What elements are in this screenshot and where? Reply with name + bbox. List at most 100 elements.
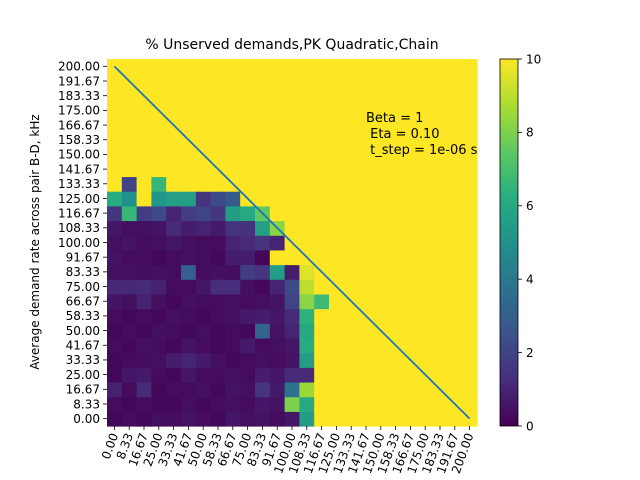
heatmap-cell (225, 88, 241, 104)
heatmap-cell (210, 279, 226, 295)
heatmap-cell (299, 323, 315, 339)
heatmap-cell (107, 161, 123, 178)
colorbar-tick-label: 8 (526, 126, 534, 140)
heatmap-cell (195, 205, 212, 222)
heatmap-cell (121, 323, 138, 339)
heatmap-cell (166, 367, 182, 383)
heatmap-cell (151, 73, 167, 89)
heatmap-cell (151, 220, 167, 236)
heatmap-cell (358, 147, 374, 163)
heatmap-cell (447, 73, 463, 89)
heatmap-cell (255, 308, 271, 324)
y-tick-label: 25.00 (66, 368, 100, 382)
heatmap-cell (136, 323, 152, 339)
heatmap-cell (151, 117, 167, 133)
heatmap-cell (403, 337, 419, 354)
heatmap-cell (151, 337, 167, 354)
heatmap-cell (210, 176, 226, 192)
heatmap-cell (373, 352, 389, 368)
heatmap-cell (432, 103, 448, 119)
heatmap-cell (284, 264, 300, 280)
heatmap-cell (151, 396, 167, 412)
heatmap-cell (136, 117, 152, 133)
heatmap-cell (343, 235, 360, 251)
heatmap-cell (269, 59, 286, 75)
heatmap-cell (343, 249, 360, 266)
heatmap-cell (299, 367, 315, 383)
heatmap-cell (358, 396, 374, 412)
heatmap-cell (195, 220, 212, 236)
heatmap-cell (225, 279, 241, 295)
heatmap-cell (447, 176, 463, 192)
heatmap-cell (417, 117, 434, 133)
heatmap-cell (284, 323, 300, 339)
heatmap-cell (462, 352, 478, 368)
heatmap-cell (136, 396, 152, 412)
heatmap-cell (240, 205, 256, 222)
y-tick-label: 33.33 (66, 353, 100, 367)
heatmap-cell (314, 147, 330, 163)
heatmap-cell (166, 59, 182, 75)
heatmap-cell (166, 352, 182, 368)
heatmap-cell (136, 279, 152, 295)
heatmap-cell (225, 323, 241, 339)
heatmap-cell (373, 176, 389, 192)
heatmap-cell (181, 235, 197, 251)
heatmap-cell (462, 161, 478, 178)
heatmap-cell (388, 235, 404, 251)
heatmap-cell (195, 103, 212, 119)
heatmap-cell (417, 396, 434, 412)
y-tick-label: 150.00 (58, 148, 100, 162)
heatmap-cell (166, 279, 182, 295)
heatmap-cell (447, 88, 463, 104)
heatmap-cell (447, 249, 463, 266)
heatmap-cell (107, 411, 123, 427)
heatmap-cell (166, 191, 182, 207)
heatmap-cell (314, 176, 330, 192)
y-tick-label: 183.33 (58, 89, 100, 103)
heatmap-cell (403, 88, 419, 104)
heatmap-cell (299, 220, 315, 236)
heatmap-cell (299, 293, 315, 310)
heatmap-cell (329, 337, 345, 354)
heatmap-cell (269, 117, 286, 133)
heatmap-cell (358, 117, 374, 133)
heatmap-cell (269, 308, 286, 324)
heatmap-cell (255, 293, 271, 310)
heatmap-cell (314, 205, 330, 222)
heatmap-cell (255, 235, 271, 251)
heatmap-cell (417, 235, 434, 251)
heatmap-cell (462, 396, 478, 412)
heatmap-cell (269, 249, 286, 266)
heatmap-cell (166, 308, 182, 324)
heatmap-cell (107, 352, 123, 368)
heatmap-cell (343, 59, 360, 75)
heatmap-cell (329, 235, 345, 251)
heatmap-cell (417, 88, 434, 104)
heatmap-cell (329, 88, 345, 104)
heatmap-cell (417, 293, 434, 310)
heatmap-cell (299, 235, 315, 251)
heatmap-cell (388, 161, 404, 178)
heatmap-cell (195, 264, 212, 280)
heatmap-cell (373, 337, 389, 354)
heatmap-cell (136, 381, 152, 398)
heatmap-cell (166, 103, 182, 119)
heatmap-cell (151, 323, 167, 339)
heatmap-cell (314, 161, 330, 178)
heatmap-cell (284, 352, 300, 368)
heatmap-cell (284, 147, 300, 163)
heatmap-cell (403, 147, 419, 163)
heatmap-cell (181, 161, 197, 178)
heatmap-cell (121, 176, 138, 192)
heatmap-cell (373, 117, 389, 133)
heatmap-cell (136, 191, 152, 207)
heatmap-cell (107, 396, 123, 412)
heatmap-cell (314, 191, 330, 207)
y-tick-label: 83.33 (66, 265, 100, 279)
heatmap-cell (388, 293, 404, 310)
y-tick-label: 108.33 (58, 221, 100, 235)
heatmap-cell (269, 337, 286, 354)
heatmap-cell (240, 132, 256, 148)
heatmap-cell (417, 59, 434, 75)
